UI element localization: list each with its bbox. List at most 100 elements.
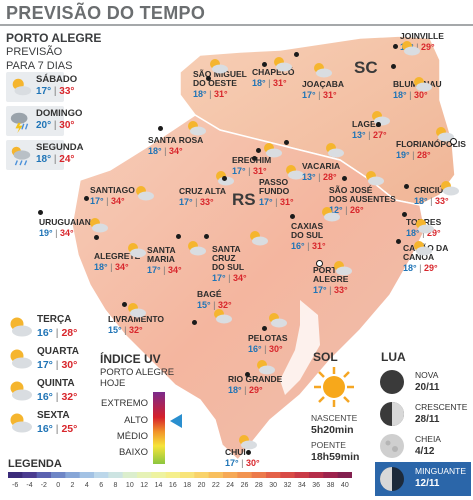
city-label: PASSO FUNDO (259, 177, 290, 196)
temp-max: 33° (199, 197, 214, 207)
header-divider (0, 24, 473, 26)
legend-color-bar (8, 472, 352, 478)
header: PREVISÃO DO TEMPO (0, 0, 473, 26)
day-temps: 16° | 32° (37, 391, 78, 403)
uv-level-alto: ALTO (124, 415, 148, 426)
uv-title: ÍNDICE UV (100, 352, 161, 366)
day-card-sabado: SÁBADO 17° | 33° (6, 72, 77, 102)
temp-min: 12° (329, 205, 343, 215)
temp-min: 18° (193, 89, 207, 99)
sunset-time: 18h59min (311, 451, 360, 463)
uv-level-baixo: BAIXO (118, 447, 148, 458)
temp-max: 34° (114, 262, 129, 272)
temp-min: 20° (36, 120, 52, 131)
city-label: BAGÉ (197, 289, 222, 299)
temp-max: 29° (248, 385, 263, 395)
city-dot (222, 176, 227, 181)
storm-icon (10, 112, 29, 133)
legend-swatch (79, 472, 95, 478)
sun-cloud-icon (366, 171, 384, 186)
uv-pointer-icon (170, 414, 182, 428)
uv-level-extremo: EXTREMO (101, 398, 148, 409)
city-label: SANTIAGO (90, 185, 135, 195)
city-dot (38, 210, 43, 215)
sun-cloud-icon (214, 309, 232, 324)
temp-min: 16° (37, 391, 53, 403)
temp-max: 31° (213, 89, 228, 99)
city-temps: 16° | 30° (248, 344, 283, 354)
city-label: ERECHIM (232, 156, 271, 165)
city-dot (204, 234, 209, 239)
city-dot (262, 62, 267, 67)
last-quarter-moon-icon (380, 467, 404, 491)
temp-max: 31° (272, 78, 287, 88)
temp-max: 33° (59, 86, 75, 97)
temp-min: 17° (37, 359, 53, 371)
first-quarter-moon-icon (380, 402, 404, 426)
day-temps: 17° | 33° (36, 86, 75, 97)
uv-subtitle-2: HOJE (100, 378, 126, 389)
legend-tick: 28 (254, 482, 263, 489)
sun-cloud-icon (326, 143, 344, 158)
day-card-segunda: SEGUNDA 18° | 24° (6, 140, 84, 170)
city-temps: 12° | 26° (329, 205, 364, 215)
temp-max: 28° (416, 150, 431, 160)
temp-min: 13° (302, 172, 316, 182)
day-name: SÁBADO (36, 74, 78, 85)
legend-tick: 20 (197, 482, 206, 489)
legend-swatch (294, 472, 310, 478)
moon-phase-name: MINGUANTE (415, 466, 466, 476)
temp-max: 26° (349, 205, 364, 215)
temp-min: 17° (302, 90, 316, 100)
temp-max: 29° (420, 42, 435, 52)
city-label: SANTA ROSA (148, 135, 204, 145)
temp-min: 17° (179, 197, 193, 207)
city-dot (176, 234, 181, 239)
city-label: PORTO ALEGRE (313, 265, 349, 284)
temp-min: 19° (39, 228, 53, 238)
day-name: DOMINGO (36, 108, 83, 119)
sun-cloud-icon (136, 186, 154, 201)
legend-swatch (8, 472, 23, 478)
city-label: CHAPECÓ (252, 67, 295, 77)
legend-swatch (194, 472, 210, 478)
sun-cloud-icon (414, 77, 432, 92)
legend-swatch (36, 472, 52, 478)
temp-max: 27° (372, 130, 387, 140)
legend-swatch (223, 472, 238, 478)
city-temps: 16° | 31° (291, 241, 326, 251)
day-card-terca: TERÇA 16° | 28° (4, 312, 88, 342)
temp-min: 16° (291, 241, 305, 251)
temp-max: 30° (61, 359, 78, 371)
day-card-quarta: QUARTA 17° | 30° (4, 344, 88, 374)
sun-cloud-icon (188, 121, 206, 136)
city-label: URUGUAIANA (39, 217, 98, 227)
moon-phase-cheia: CHEIA 4/12 (375, 430, 471, 462)
sun-cloud-icon (334, 261, 352, 276)
poa-subtitle-1: PREVISÃO (6, 46, 63, 58)
day-name: QUINTA (37, 378, 75, 389)
temp-min: 15° (197, 300, 211, 310)
legend-tick: 22 (211, 482, 220, 489)
city-temps: 18° | 29° (403, 263, 438, 273)
sun-cloud-icon (269, 313, 287, 328)
city-dot (393, 44, 398, 49)
temp-max: 32° (128, 325, 143, 335)
city-label: JOAÇABA (302, 79, 345, 89)
uv-subtitle-1: PORTO ALEGRE (100, 367, 175, 378)
legend-swatch (94, 472, 109, 478)
moon-phase-name: CHEIA (415, 434, 441, 444)
day-temps: 17° | 30° (37, 359, 78, 371)
city-label: CRUZ ALTA (179, 186, 227, 196)
moon-phase-minguante: MINGUANTE 12/11 (375, 462, 471, 496)
legend-swatch (251, 472, 267, 478)
legend-tick: 34 (297, 482, 306, 489)
sun-cloud-icon (314, 63, 332, 78)
city-dot (158, 126, 163, 131)
city-dot (396, 239, 401, 244)
temp-min: 19° (396, 150, 410, 160)
legend-swatch (337, 472, 352, 478)
page-title: PREVISÃO DO TEMPO (6, 3, 206, 23)
sun-cloud-icon (128, 243, 146, 258)
temp-max: 31° (252, 166, 267, 176)
